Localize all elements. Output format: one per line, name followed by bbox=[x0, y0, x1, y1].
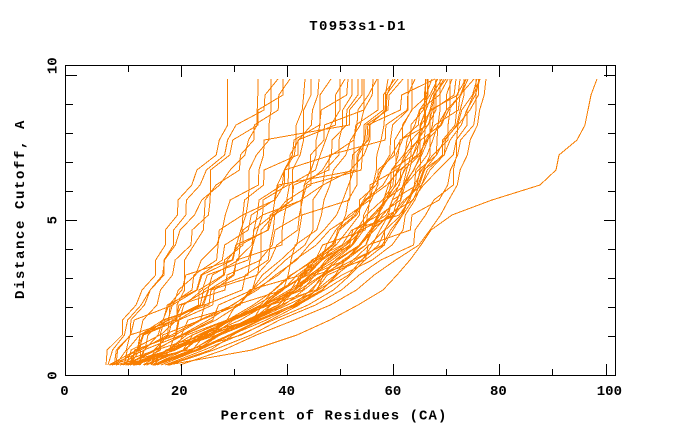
svg-text:80: 80 bbox=[490, 384, 507, 400]
svg-text:100: 100 bbox=[597, 384, 622, 400]
svg-text:T0953s1-D1: T0953s1-D1 bbox=[309, 19, 407, 35]
svg-text:0: 0 bbox=[46, 371, 62, 379]
svg-text:Percent of Residues (CA): Percent of Residues (CA) bbox=[221, 409, 448, 425]
svg-text:5: 5 bbox=[46, 216, 62, 224]
svg-text:0: 0 bbox=[60, 384, 68, 400]
svg-text:60: 60 bbox=[384, 384, 401, 400]
svg-text:Distance Cutoff, A: Distance Cutoff, A bbox=[13, 119, 29, 299]
svg-text:40: 40 bbox=[278, 384, 295, 400]
svg-text:20: 20 bbox=[171, 384, 188, 400]
svg-text:10: 10 bbox=[46, 57, 62, 74]
